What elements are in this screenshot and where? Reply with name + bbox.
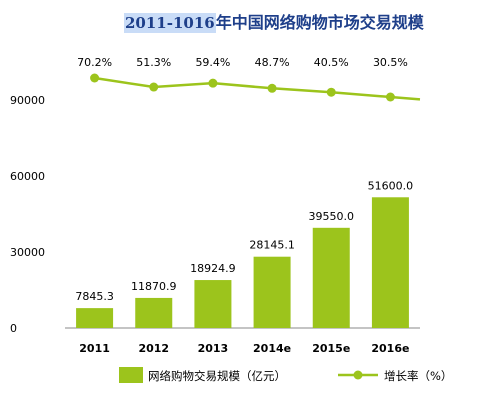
legend: 网络购物交易规模（亿元） 增长率（%） bbox=[119, 367, 452, 383]
growth-rate-point bbox=[208, 78, 218, 88]
bar-series: 7845.3 11870.9 18924.9 28145.1 39550.0 51600.… bbox=[75, 179, 413, 328]
x-tick-label: 2015e bbox=[312, 342, 350, 355]
axis-layer: 0 30000 60000 90000 2011 2012 2013 2014e 2015e 20… bbox=[10, 94, 420, 355]
chart-title-text: 年中国网络购物市场交易规模 bbox=[215, 13, 424, 32]
x-tick-label: 2013 bbox=[198, 342, 229, 355]
growth-rate-point bbox=[149, 82, 159, 92]
growth-rate-label: 70.2% bbox=[77, 56, 112, 69]
y-tick-label: 0 bbox=[10, 322, 17, 335]
bar-value-label: 51600.0 bbox=[368, 179, 414, 192]
bar bbox=[371, 197, 409, 328]
legend-line-label: 增长率（%） bbox=[384, 369, 452, 383]
x-tick-label: 2011 bbox=[79, 342, 110, 355]
chart-title: 2011-1016年中国网络购物市场交易规模 bbox=[124, 9, 424, 33]
growth-rate-point bbox=[326, 87, 336, 97]
chart-title-years: 2011-1016 bbox=[124, 13, 216, 33]
bar-value-label: 11870.9 bbox=[131, 280, 177, 293]
growth-rate-point bbox=[385, 92, 395, 102]
bar bbox=[135, 297, 173, 328]
growth-rate-label: 59.4% bbox=[195, 56, 230, 69]
growth-rate-label: 30.5% bbox=[373, 56, 408, 69]
growth-rate-label: 51.3% bbox=[136, 56, 171, 69]
legend-line-marker bbox=[353, 370, 363, 380]
growth-rate-line bbox=[94, 76, 421, 101]
growth-rate-label: 48.7% bbox=[255, 56, 290, 69]
y-tick-label: 60000 bbox=[10, 170, 45, 183]
x-tick-label: 2012 bbox=[138, 342, 169, 355]
bar-value-label: 28145.1 bbox=[249, 239, 295, 252]
bar bbox=[76, 308, 114, 328]
x-tick-label: 2014e bbox=[253, 342, 291, 355]
bar bbox=[312, 227, 350, 328]
bar bbox=[253, 256, 291, 328]
y-tick-label: 90000 bbox=[10, 94, 45, 107]
legend-bar-swatch bbox=[119, 367, 143, 383]
bar-value-label: 7845.3 bbox=[75, 290, 114, 303]
bar-value-label: 39550.0 bbox=[309, 210, 355, 223]
growth-rate-point bbox=[267, 83, 277, 93]
bar-value-label: 18924.9 bbox=[190, 262, 236, 275]
growth-rate-label: 40.5% bbox=[314, 56, 349, 69]
x-tick-label: 2016e bbox=[371, 342, 409, 355]
growth-rate-series: 70.2% 51.3% 59.4% 48.7% 40.5% 30.5% bbox=[77, 56, 421, 102]
growth-rate-point bbox=[90, 73, 100, 83]
y-tick-label: 30000 bbox=[10, 246, 45, 259]
legend-bar-label: 网络购物交易规模（亿元） bbox=[148, 369, 286, 383]
bar bbox=[194, 280, 232, 328]
